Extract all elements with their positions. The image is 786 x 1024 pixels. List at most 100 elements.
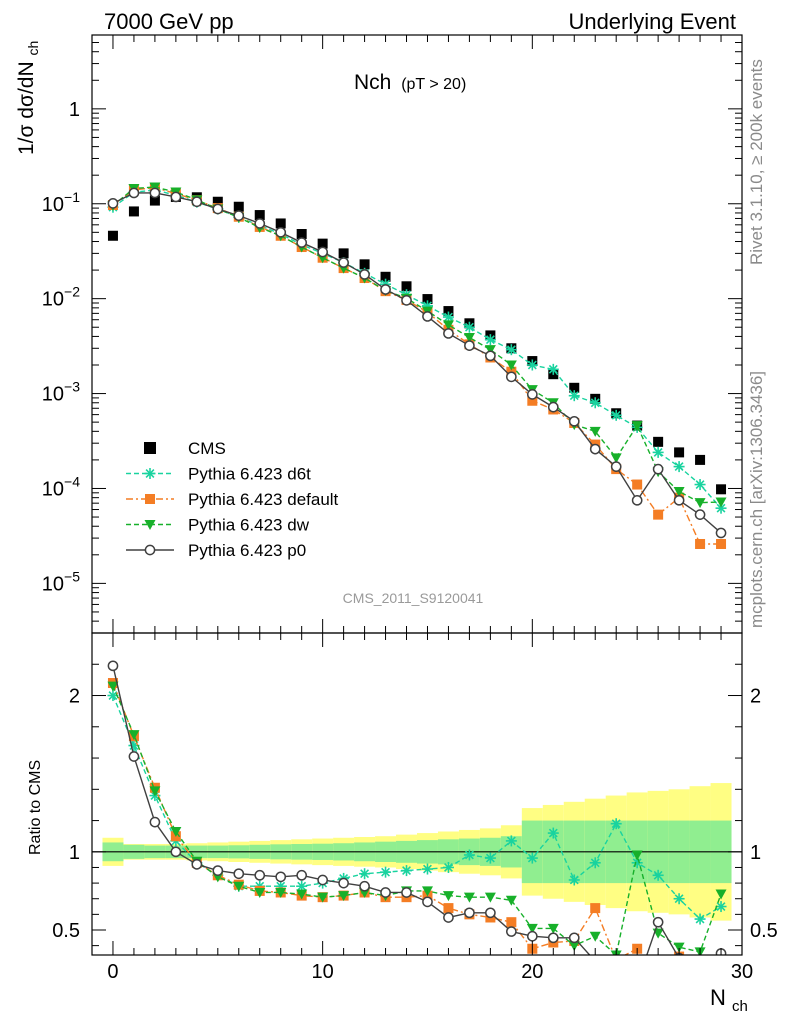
point-pythia-6-423-d6t-27-stroke xyxy=(674,462,684,472)
point-pythia-6-423-d6t-26 xyxy=(652,446,664,458)
ratio-point-pythia-6-423-p0-19 xyxy=(506,926,517,937)
ratio-y-tick-label-right: 0.5 xyxy=(750,920,778,942)
side-text-top: Rivet 3.1.10, ≥ 200k events xyxy=(747,59,766,265)
ratio-point-pythia-6-423-d6t-20 xyxy=(526,852,538,864)
point-pythia-6-423-p0-29 xyxy=(715,527,727,539)
ratio-point-pythia-6-423-default-23 xyxy=(590,903,601,914)
point-pythia-6-423-p0-7 xyxy=(254,218,266,229)
ratio-y-axis-label: Ratio to CMS xyxy=(27,760,44,855)
main-y-tick-label-exp: −4 xyxy=(64,473,80,489)
main-y-tick-label: 10−4 xyxy=(42,473,80,500)
ratio-point-pythia-6-423-dw-0 xyxy=(107,681,119,692)
ratio-point-pythia-6-423-d6t-14-stroke xyxy=(402,866,411,876)
ratio-point-pythia-6-423-default-16 xyxy=(443,903,454,914)
legend-marker-pythia-6-423-d6t xyxy=(144,468,156,479)
ratio-point-pythia-6-423-d6t-16 xyxy=(442,861,454,873)
ratio-point-pythia-6-423-d6t-24-stroke xyxy=(611,819,621,829)
ratio-panel: 0.5 0.5 1 1 2 2 0 10 20 30 Ratio to CMS N ch xyxy=(27,632,778,1015)
ratio-point-pythia-6-423-dw-15 xyxy=(421,886,433,897)
ratio-point-pythia-6-423-d6t-19-stroke xyxy=(506,836,516,846)
ratio-point-pythia-6-423-dw-1 xyxy=(128,730,140,741)
legend-item-cms: CMS xyxy=(144,439,226,458)
plot-title-suffix: (pT > 20) xyxy=(401,76,466,93)
ratio-point-pythia-6-423-dw-29 xyxy=(715,889,727,900)
ratio-point-pythia-6-423-dw-7 xyxy=(254,887,266,898)
point-pythia-6-423-p0-28 xyxy=(694,509,706,520)
x-tick-label: 30 xyxy=(731,961,753,983)
point-pythia-6-423-default-28 xyxy=(695,538,706,549)
ratio-point-pythia-6-423-d6t-29-stroke xyxy=(716,902,726,911)
point-pythia-6-423-p0-8 xyxy=(275,226,287,238)
point-pythia-6-423-d6t-16-stroke xyxy=(443,312,453,322)
ratio-point-pythia-6-423-d6t-28 xyxy=(694,913,706,925)
ratio-point-pythia-6-423-p0-2 xyxy=(149,816,161,828)
ratio-point-pythia-6-423-p0-16 xyxy=(443,912,454,923)
point-pythia-6-423-p0-16 xyxy=(443,328,454,339)
ratio-point-pythia-6-423-d6t-21-stroke xyxy=(548,828,558,838)
x-axis-label: N ch xyxy=(710,985,748,1015)
ratio-point-pythia-6-423-d6t-18-stroke xyxy=(485,853,495,863)
ratio-point-pythia-6-423-p0-4 xyxy=(191,858,203,870)
main-y-axis-label-sub: ch xyxy=(25,41,41,56)
ratio-point-pythia-6-423-d6t-23-stroke xyxy=(590,858,600,868)
point-pythia-6-423-d6t-17 xyxy=(463,321,475,333)
ratio-point-pythia-6-423-dw-6 xyxy=(233,881,245,892)
ratio-frame xyxy=(91,632,743,956)
point-pythia-6-423-d6t-18-stroke xyxy=(485,335,495,345)
point-cms-16 xyxy=(443,306,454,317)
series-pythia-6-423-dw xyxy=(107,182,727,509)
ratio-point-pythia-6-423-d6t-28-stroke xyxy=(695,914,705,924)
point-cms-22 xyxy=(569,382,580,393)
ratio-point-pythia-6-423-d6t-16-stroke xyxy=(443,863,453,872)
ratio-point-pythia-6-423-p0-8 xyxy=(275,871,287,883)
point-pythia-6-423-dw-19 xyxy=(505,360,517,371)
ratio-point-pythia-6-423-d6t-12 xyxy=(359,868,371,880)
ratio-point-pythia-6-423-d6t-13 xyxy=(380,866,392,878)
point-pythia-6-423-p0-19 xyxy=(506,371,517,383)
point-pythia-6-423-p0-12 xyxy=(359,269,370,280)
ratio-y-tick-label-right: 1 xyxy=(750,842,761,864)
x-tick-label: 0 xyxy=(107,961,118,983)
ratio-point-pythia-6-423-default-29 xyxy=(716,961,726,971)
legend-item-pythia-6-423-d6t: Pythia 6.423 d6t xyxy=(126,465,311,484)
ratio-point-pythia-6-423-d6t-21 xyxy=(547,827,559,839)
point-cms-2 xyxy=(149,195,160,206)
point-pythia-6-423-p0-15 xyxy=(422,311,433,322)
point-pythia-6-423-d6t-20 xyxy=(526,359,538,371)
legend-label-pythia-6-423-p0: Pythia 6.423 p0 xyxy=(188,541,306,560)
point-cms-5 xyxy=(212,196,223,207)
main-y-axis-label: 1/σ dσ/dN ch xyxy=(15,41,41,155)
point-pythia-6-423-p0-22 xyxy=(568,415,580,427)
point-cms-6 xyxy=(233,201,244,212)
point-pythia-6-423-d6t-22-stroke xyxy=(569,391,579,401)
ratio-point-pythia-6-423-dw-10 xyxy=(317,892,329,903)
point-cms-7 xyxy=(254,210,265,221)
point-cms-14 xyxy=(401,281,412,292)
ratio-point-pythia-6-423-dw-9 xyxy=(296,889,308,900)
ratio-point-pythia-6-423-dw-16 xyxy=(442,891,454,902)
ratio-point-pythia-6-423-d6t-17-stroke xyxy=(464,850,474,860)
point-pythia-6-423-d6t-22 xyxy=(568,390,580,402)
ratio-point-pythia-6-423-d6t-29 xyxy=(715,901,727,913)
ratio-point-pythia-6-423-p0-22 xyxy=(568,932,580,944)
ratio-point-pythia-6-423-p0-15 xyxy=(422,896,433,908)
ratio-point-pythia-6-423-d6t-12-stroke xyxy=(360,869,370,879)
ratio-point-pythia-6-423-d6t-27 xyxy=(673,893,685,905)
ratio-point-pythia-6-423-p0-25 xyxy=(633,979,642,988)
analysis-watermark: CMS_2011_S9120041 xyxy=(343,590,484,606)
point-pythia-6-423-dw-25 xyxy=(631,421,643,432)
ratio-point-pythia-6-423-p0-20 xyxy=(526,930,538,942)
series-pythia-6-423-p0 xyxy=(107,187,727,539)
legend-marker-pythia-6-423-p0 xyxy=(144,544,156,556)
ratio-point-pythia-6-423-d6t-19 xyxy=(505,835,517,847)
point-pythia-6-423-d6t-23 xyxy=(589,397,601,409)
point-pythia-6-423-d6t-21 xyxy=(547,363,559,375)
point-pythia-6-423-p0-10 xyxy=(317,246,328,258)
ratio-point-pythia-6-423-p0-3 xyxy=(170,846,182,858)
main-y-tick-label-exp: −3 xyxy=(64,379,80,395)
main-y-tick-label: 10−3 xyxy=(42,379,80,406)
main-y-tick-label-exp: −2 xyxy=(64,284,80,300)
ratio-point-pythia-6-423-dw-25 xyxy=(631,850,643,861)
point-pythia-6-423-dw-29 xyxy=(715,497,727,508)
ratio-point-pythia-6-423-default-26 xyxy=(653,977,663,987)
